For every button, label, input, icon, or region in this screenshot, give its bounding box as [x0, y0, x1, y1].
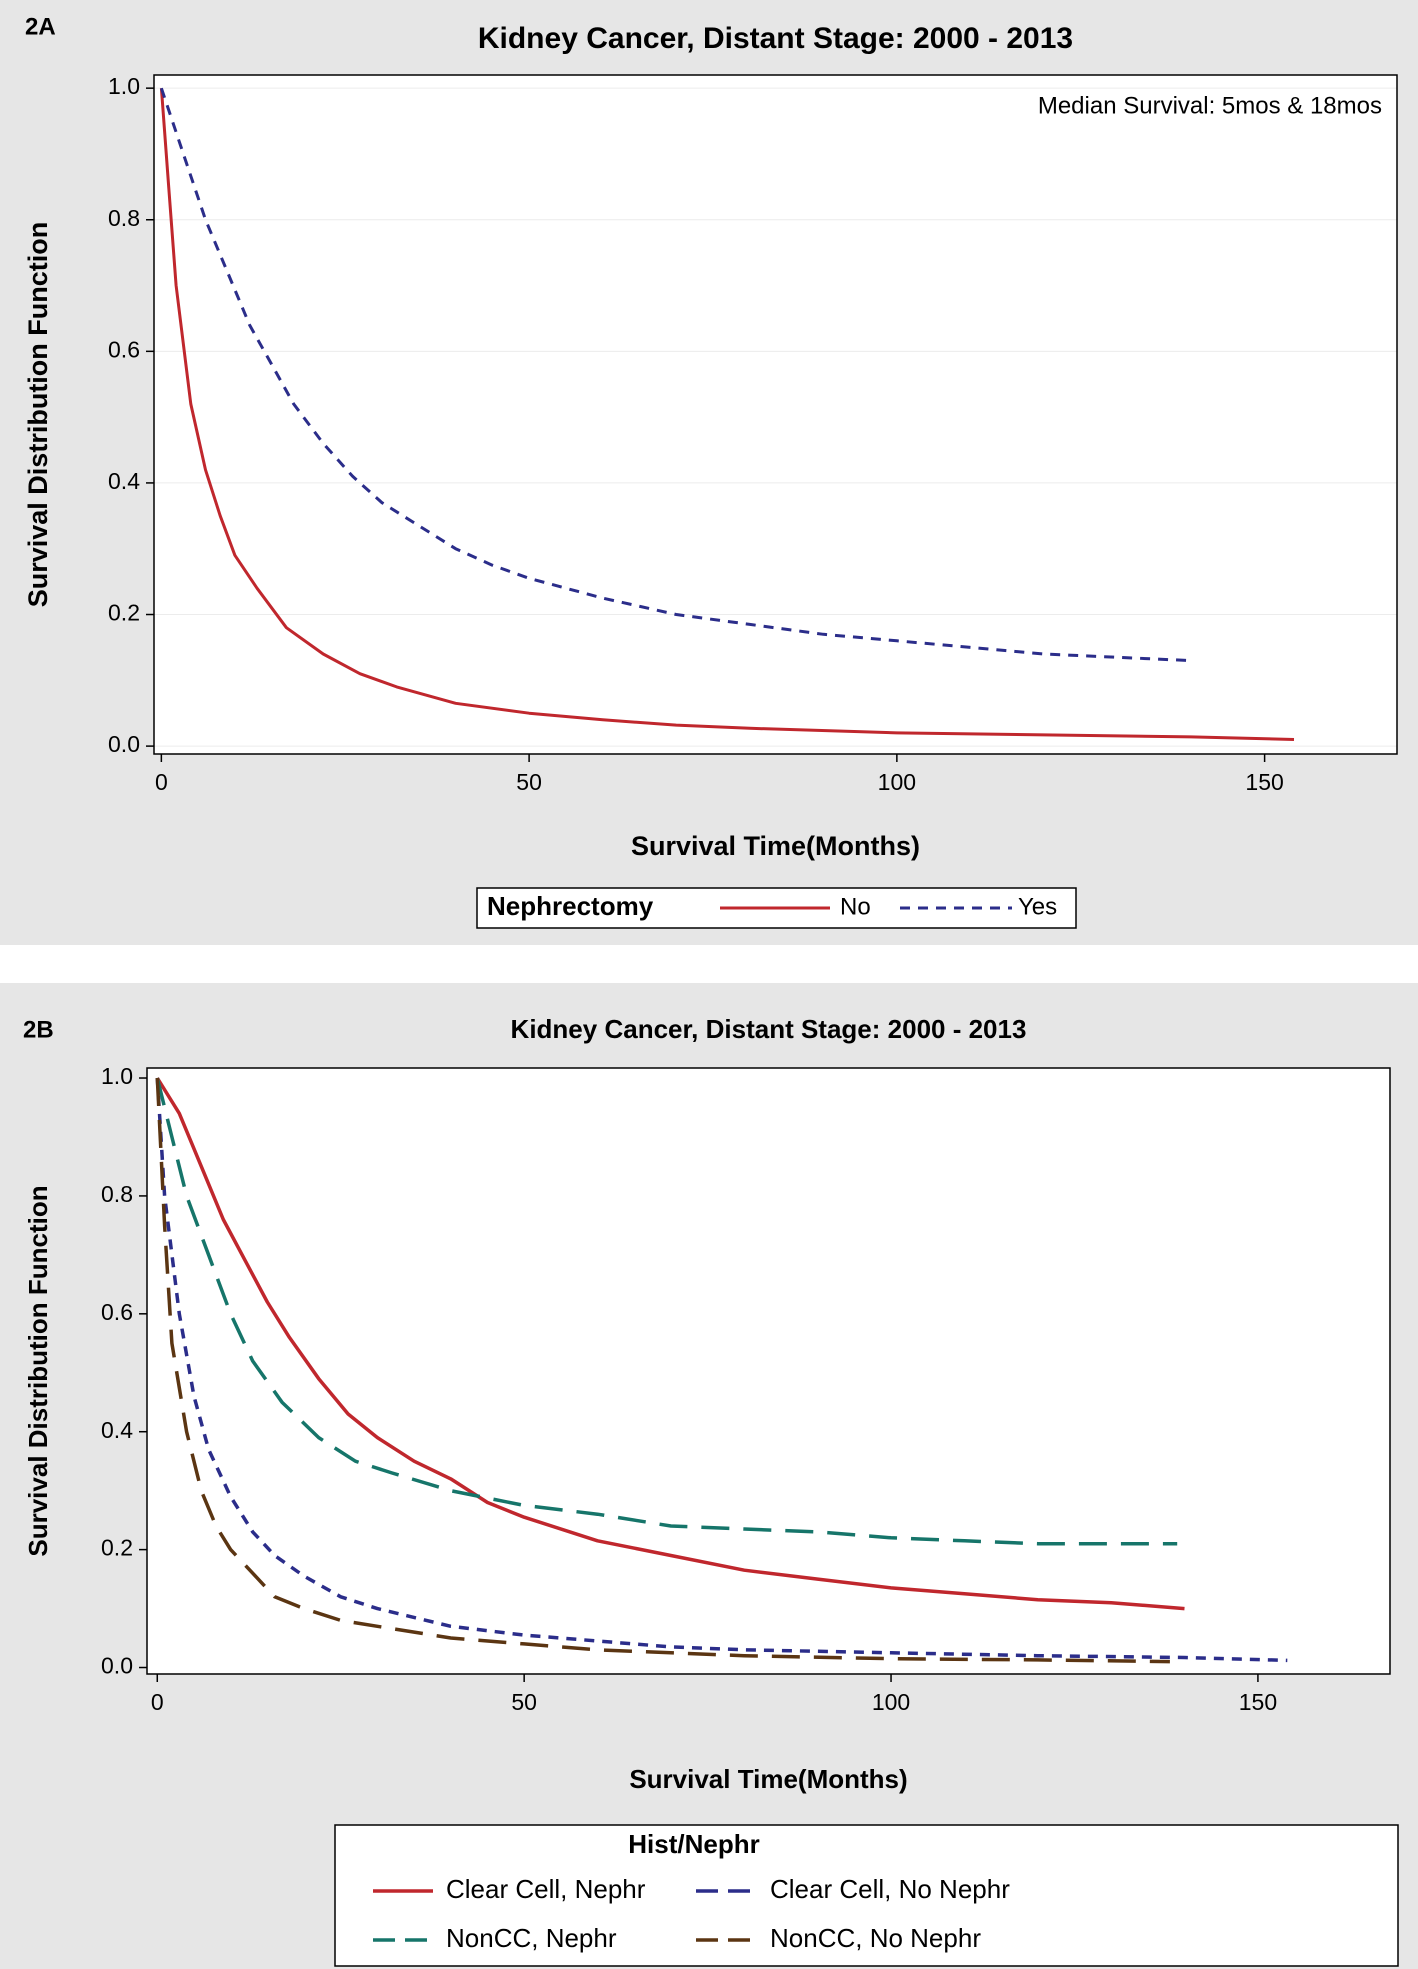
plot-frame: [146, 1067, 1391, 1675]
legend-label: NonCC, Nephr: [446, 1923, 617, 1953]
x-axis-label: Survival Time(Months): [629, 1764, 907, 1794]
y-axis-label: Survival Distribution Function: [23, 222, 53, 608]
panel-label: 2B: [23, 1016, 54, 1043]
x-tick-label: 100: [878, 769, 916, 795]
y-tick-label: 0.2: [101, 1535, 133, 1561]
x-tick-label: 50: [516, 769, 542, 795]
survival-curve: [155, 1077, 1170, 1664]
y-axis-label: Survival Distribution Function: [23, 1185, 53, 1556]
y-tick-label: 0.0: [101, 1653, 133, 1679]
legend-label: Yes: [1018, 893, 1057, 920]
x-axis-label: Survival Time(Months): [631, 831, 920, 861]
y-tick-label: 0.6: [108, 336, 140, 362]
plot-area: [147, 1068, 1390, 1674]
survival-curve: [159, 88, 1295, 741]
legend-title: Nephrectomy: [487, 891, 654, 921]
x-tick-label: 150: [1245, 769, 1283, 795]
y-tick-label: 1.0: [108, 73, 140, 99]
panel-label: 2A: [25, 13, 56, 40]
chart-title: Kidney Cancer, Distant Stage: 2000 - 201…: [478, 22, 1073, 55]
legend-label: NonCC, No Nephr: [770, 1923, 981, 1953]
annotation: Median Survival: 5mos & 18mos: [1038, 92, 1382, 119]
survival-curve: [159, 87, 1192, 663]
legend-label: No: [840, 893, 871, 920]
y-tick-label: 0.0: [108, 731, 140, 757]
x-tick-label: 0: [151, 1689, 164, 1715]
chart-title: Kidney Cancer, Distant Stage: 2000 - 201…: [511, 1014, 1027, 1044]
x-tick-label: 50: [511, 1689, 537, 1715]
legend-title: Hist/Nephr: [628, 1829, 759, 1859]
plot-area: [154, 75, 1397, 754]
legend-label: Clear Cell, Nephr: [446, 1874, 646, 1904]
x-tick-label: 150: [1239, 1689, 1277, 1715]
plot-frame: [153, 74, 1398, 755]
legend-label: Clear Cell, No Nephr: [770, 1874, 1010, 1904]
y-tick-label: 0.4: [108, 468, 140, 494]
y-tick-label: 1.0: [101, 1063, 133, 1089]
x-tick-label: 100: [872, 1689, 910, 1715]
y-tick-label: 0.4: [101, 1417, 133, 1443]
survival-curve: [155, 1077, 1288, 1663]
y-tick-label: 0.8: [101, 1181, 133, 1207]
y-tick-label: 0.8: [108, 205, 140, 231]
x-tick-label: 0: [155, 769, 168, 795]
survival-curve: [155, 1077, 1185, 1611]
y-tick-label: 0.2: [108, 600, 140, 626]
legend-box: [334, 1824, 1399, 1967]
y-tick-label: 0.6: [101, 1299, 133, 1325]
